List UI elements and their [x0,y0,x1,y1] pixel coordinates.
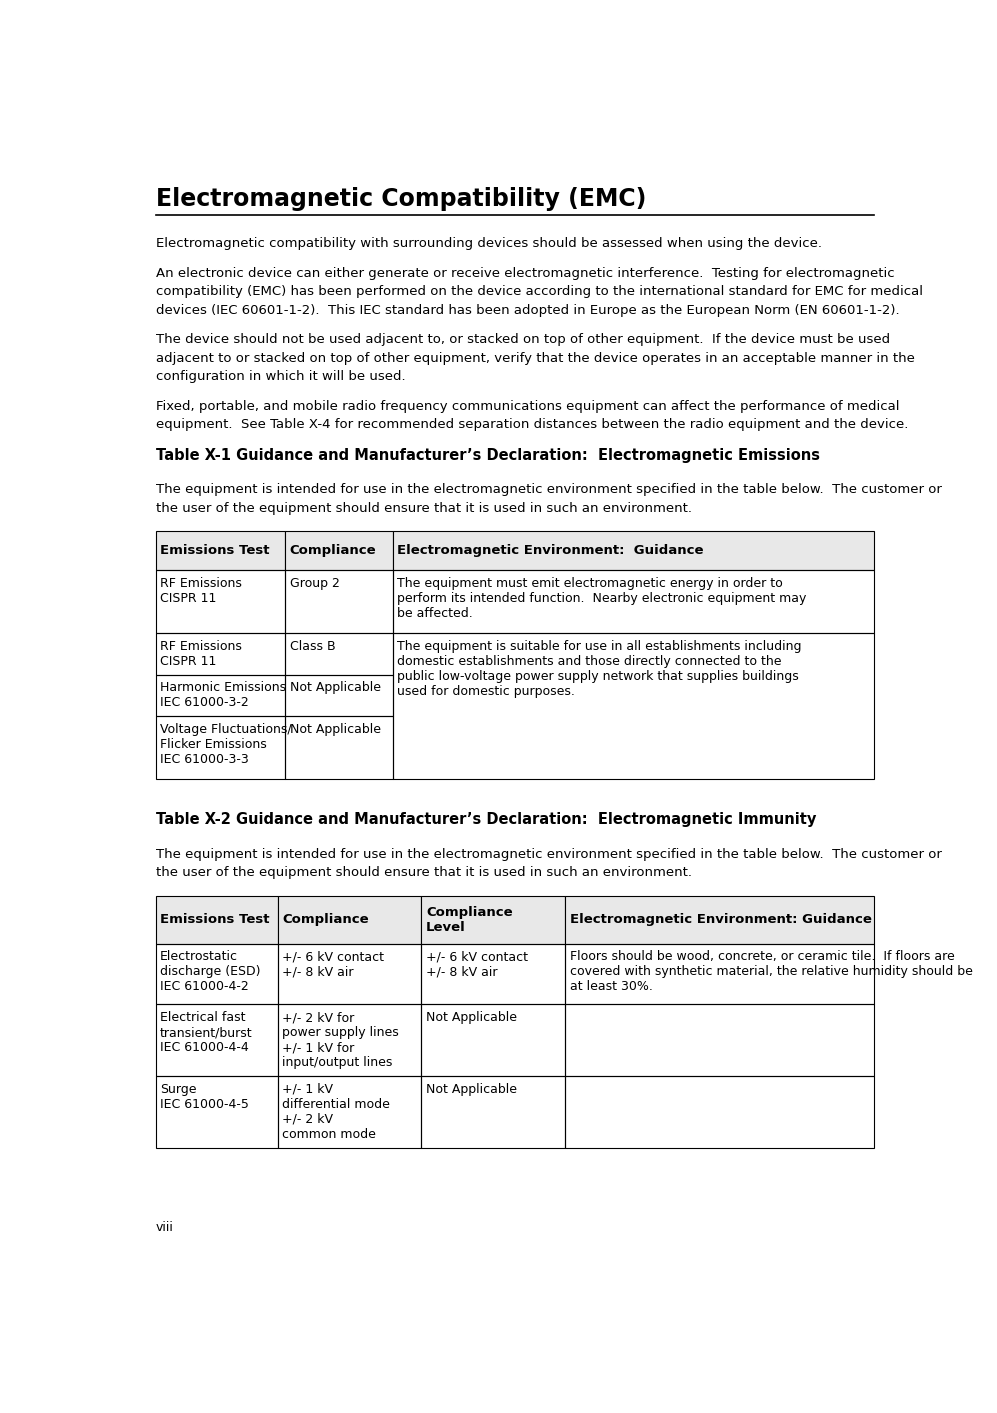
Text: Electrical fast
transient/burst
IEC 61000-4-4: Electrical fast transient/burst IEC 6100… [161,1012,253,1054]
Text: The equipment is suitable for use in all establishments including
domestic estab: The equipment is suitable for use in all… [397,640,802,698]
Bar [565,896,874,944]
Text: Not Applicable: Not Applicable [289,681,381,694]
Bar [285,716,393,779]
Bar [278,1077,422,1149]
Bar [393,531,874,571]
Text: Emissions Test: Emissions Test [161,913,269,926]
Bar [422,944,565,1005]
Text: The equipment must emit electromagnetic energy in order to
perform its intended : The equipment must emit electromagnetic … [397,577,807,620]
Text: viii: viii [156,1221,173,1234]
Text: Compliance: Compliance [282,913,369,926]
Bar [156,716,285,779]
Bar [156,633,285,675]
Text: Electromagnetic Environment: Guidance: Electromagnetic Environment: Guidance [569,913,871,926]
Text: Voltage Fluctuations/
Flicker Emissions
IEC 61000-3-3: Voltage Fluctuations/ Flicker Emissions … [161,722,292,766]
Text: configuration in which it will be used.: configuration in which it will be used. [156,370,405,383]
Bar [422,1005,565,1077]
Text: Electrostatic
discharge (ESD)
IEC 61000-4-2: Electrostatic discharge (ESD) IEC 61000-… [161,950,260,993]
Text: Emissions Test: Emissions Test [161,544,269,557]
Text: Not Applicable: Not Applicable [426,1082,517,1096]
Text: RF Emissions
CISPR 11: RF Emissions CISPR 11 [161,640,242,668]
Bar [285,571,393,633]
Text: The device should not be used adjacent to, or stacked on top of other equipment.: The device should not be used adjacent t… [156,333,889,346]
Text: Not Applicable: Not Applicable [289,722,381,736]
Text: devices (IEC 60601-1-2).  This IEC standard has been adopted in Europe as the Eu: devices (IEC 60601-1-2). This IEC standa… [156,304,899,317]
Text: The equipment is intended for use in the electromagnetic environment specified i: The equipment is intended for use in the… [156,483,941,496]
Text: Electromagnetic Environment:  Guidance: Electromagnetic Environment: Guidance [397,544,704,557]
Text: adjacent to or stacked on top of other equipment, verify that the device operate: adjacent to or stacked on top of other e… [156,352,914,365]
Bar [156,675,285,716]
Text: the user of the equipment should ensure that it is used in such an environment.: the user of the equipment should ensure … [156,866,692,879]
Text: +/- 6 kV contact
+/- 8 kV air: +/- 6 kV contact +/- 8 kV air [282,950,384,978]
Bar [156,531,285,571]
Text: An electronic device can either generate or receive electromagnetic interference: An electronic device can either generate… [156,267,894,280]
Text: Electromagnetic Compatibility (EMC): Electromagnetic Compatibility (EMC) [156,187,646,211]
Text: The equipment is intended for use in the electromagnetic environment specified i: The equipment is intended for use in the… [156,848,941,861]
Bar [156,944,278,1005]
Text: equipment.  See Table X-4 for recommended separation distances between the radio: equipment. See Table X-4 for recommended… [156,418,908,431]
Text: compatibility (EMC) has been performed on the device according to the internatio: compatibility (EMC) has been performed o… [156,285,922,298]
Bar [156,571,285,633]
Text: +/- 6 kV contact
+/- 8 kV air: +/- 6 kV contact +/- 8 kV air [426,950,528,978]
Text: Floors should be wood, concrete, or ceramic tile.  If floors are
covered with sy: Floors should be wood, concrete, or cera… [569,950,973,993]
Bar [393,633,874,779]
Text: Table X-2 Guidance and Manufacturer’s Declaration:  Electromagnetic Immunity: Table X-2 Guidance and Manufacturer’s De… [156,812,816,828]
Bar [422,896,565,944]
Text: RF Emissions
CISPR 11: RF Emissions CISPR 11 [161,577,242,605]
Bar [422,1077,565,1149]
Text: Compliance: Compliance [289,544,376,557]
Text: Table X-1 Guidance and Manufacturer’s Declaration:  Electromagnetic Emissions: Table X-1 Guidance and Manufacturer’s De… [156,448,820,463]
Text: +/- 2 kV for
power supply lines
+/- 1 kV for
input/output lines: +/- 2 kV for power supply lines +/- 1 kV… [282,1012,399,1070]
Bar [156,896,278,944]
Bar [156,1077,278,1149]
Bar [278,896,422,944]
Bar [565,1077,874,1149]
Text: +/- 1 kV
differential mode
+/- 2 kV
common mode: +/- 1 kV differential mode +/- 2 kV comm… [282,1082,390,1140]
Text: Not Applicable: Not Applicable [426,1012,517,1024]
Text: Electromagnetic compatibility with surrounding devices should be assessed when u: Electromagnetic compatibility with surro… [156,237,822,250]
Bar [285,633,393,675]
Text: Surge
IEC 61000-4-5: Surge IEC 61000-4-5 [161,1082,249,1111]
Text: Group 2: Group 2 [289,577,339,589]
Text: Fixed, portable, and mobile radio frequency communications equipment can affect : Fixed, portable, and mobile radio freque… [156,400,899,413]
Bar [393,571,874,633]
Text: the user of the equipment should ensure that it is used in such an environment.: the user of the equipment should ensure … [156,502,692,514]
Bar [565,944,874,1005]
Text: Compliance
Level: Compliance Level [426,906,512,934]
Bar [278,944,422,1005]
Bar [285,675,393,716]
Bar [278,1005,422,1077]
Bar [285,531,393,571]
Text: Harmonic Emissions
IEC 61000-3-2: Harmonic Emissions IEC 61000-3-2 [161,681,286,709]
Bar [565,1005,874,1077]
Bar [156,1005,278,1077]
Text: Class B: Class B [289,640,335,653]
